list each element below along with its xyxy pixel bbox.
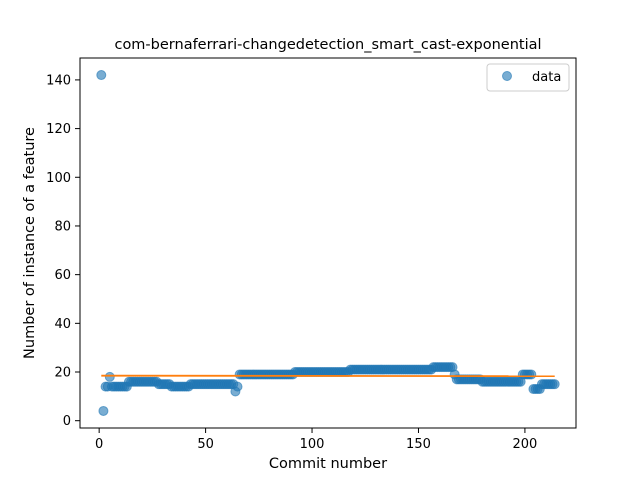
legend-marker [502, 71, 512, 81]
x-tick-label: 100 [300, 437, 325, 452]
data-point [104, 371, 115, 382]
x-tick-label: 0 [95, 437, 103, 452]
y-tick-label: 0 [63, 414, 71, 429]
y-tick-label: 120 [46, 122, 71, 137]
legend-box [486, 63, 570, 92]
y-tick-label: 100 [46, 171, 71, 186]
data-point [96, 70, 107, 81]
chart-title: com-bernaferrari-changedetection_smart_c… [114, 37, 541, 53]
plot-background [80, 58, 576, 428]
y-tick-label: 140 [46, 73, 71, 88]
data-point [526, 369, 537, 380]
plot-area [80, 58, 576, 428]
legend: data [486, 63, 570, 92]
data-point [232, 381, 243, 392]
y-tick-label: 80 [54, 219, 71, 234]
x-tick-label: 200 [512, 437, 537, 452]
x-tick-label: 50 [197, 437, 214, 452]
axes: 0 50 100 150 200 0 20 40 60 80 100 120 140 [46, 57, 577, 452]
y-tick-label: 60 [54, 268, 71, 283]
x-tick-label: 150 [406, 437, 431, 452]
legend-label: data [532, 70, 561, 85]
data-point [549, 379, 560, 390]
axes-frame [79, 57, 577, 429]
data-point [98, 405, 109, 416]
y-tick-label: 40 [54, 317, 71, 332]
y-tick-label: 20 [54, 366, 71, 381]
y-axis-label: Number of instance of a feature [22, 127, 38, 359]
x-axis-label: Commit number [269, 456, 387, 472]
